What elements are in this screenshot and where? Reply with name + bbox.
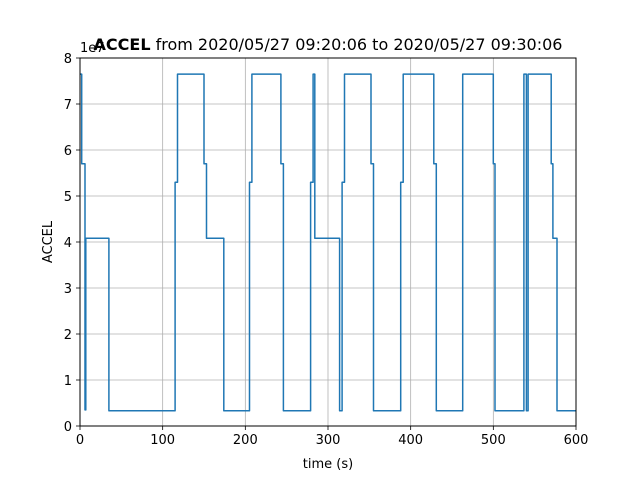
y-tick-label: 0 [64,420,72,435]
x-tick-label: 300 [316,433,341,448]
x-tick-label: 200 [233,433,258,448]
x-tick-label: 600 [564,433,589,448]
x-tick-label: 100 [150,433,175,448]
grid-layer [79,57,577,427]
y-tick-label: 8 [64,52,72,67]
tick-layer: 0 100 200 300 400 500 600 0 1 2 3 4 5 6 7 8 [64,52,589,448]
y-tick-label: 3 [64,282,72,297]
y-tick-label: 6 [64,144,72,159]
y-axis-label: ACCEL [41,220,56,263]
y-tick-label: 7 [64,98,72,113]
x-axis-label: time (s) [303,457,353,472]
chart-title-bold: ACCEL [94,35,151,54]
data-layer [80,73,576,412]
y-tick-label: 4 [64,236,72,251]
y-tick-label: 2 [64,328,72,343]
y-tick-label: 1 [64,374,72,389]
x-tick-label: 0 [76,433,84,448]
chart-title-rest: from 2020/05/27 09:20:06 to 2020/05/27 0… [151,35,563,54]
accel-series-line [80,73,576,412]
x-tick-label: 500 [481,433,506,448]
y-tick-label: 5 [64,190,72,205]
offset-label: 1e7 [80,41,105,56]
x-tick-label: 400 [398,433,423,448]
chart-title: ACCEL from 2020/05/27 09:20:06 to 2020/0… [94,35,563,54]
